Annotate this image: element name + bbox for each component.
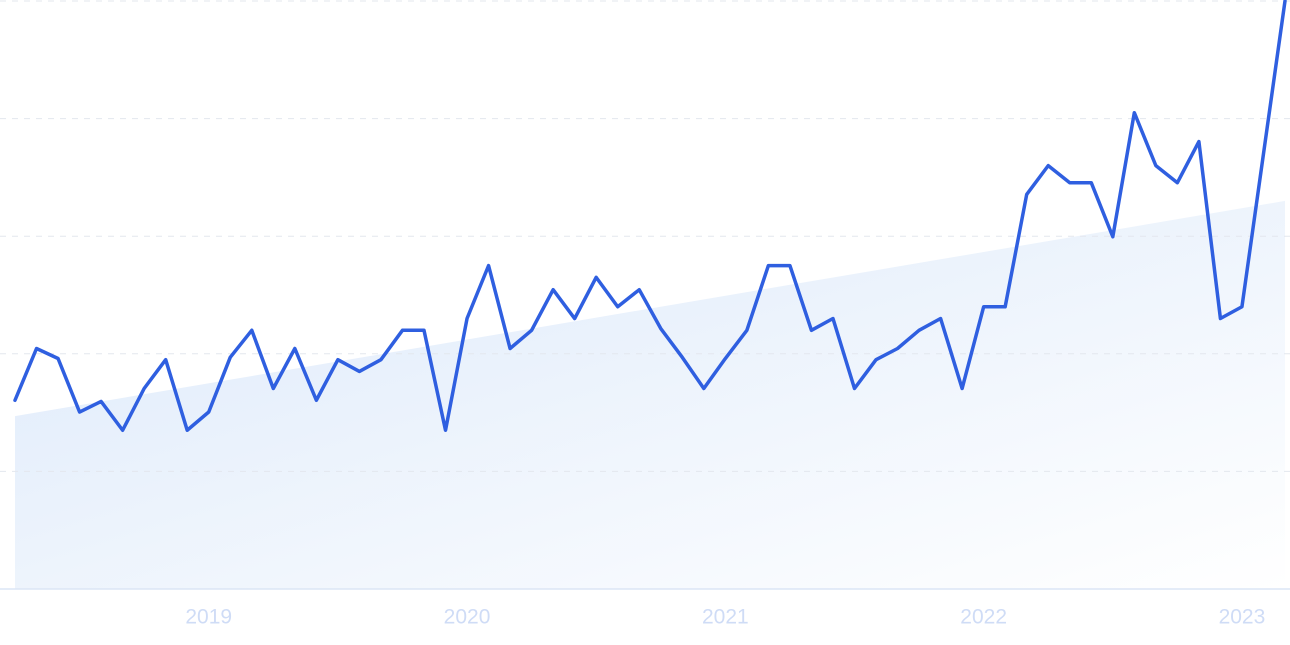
x-tick-label: 2019 [185,606,232,629]
x-tick-label: 2023 [1219,606,1266,629]
x-tick-label: 2021 [702,606,749,629]
line [13,0,1287,432]
x-tick-label: 2022 [960,606,1007,629]
x-tick-label: 2020 [444,606,491,629]
trend-area [15,200,1285,590]
